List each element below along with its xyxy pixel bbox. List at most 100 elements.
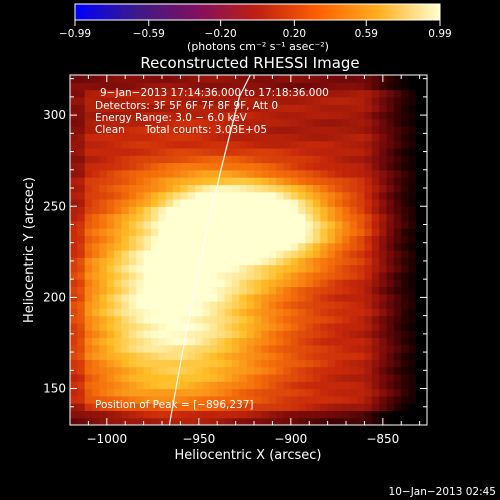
heatmap-cell bbox=[106, 96, 115, 105]
heatmap-cell bbox=[121, 250, 130, 258]
heatmap-cell bbox=[386, 184, 395, 193]
heatmap-cell bbox=[334, 257, 343, 266]
heatmap-cell bbox=[386, 359, 395, 368]
heatmap-cell bbox=[393, 337, 402, 346]
heatmap-cell bbox=[77, 228, 86, 237]
heatmap-cell bbox=[283, 235, 292, 244]
heatmap-cell bbox=[246, 417, 255, 425]
heatmap-cell bbox=[283, 359, 292, 368]
heatmap-cell bbox=[334, 228, 343, 237]
heatmap-cell bbox=[158, 250, 167, 258]
heatmap-cell bbox=[408, 337, 417, 346]
heatmap-cell bbox=[349, 271, 358, 280]
heatmap-cell bbox=[283, 388, 292, 397]
heatmap-cell bbox=[408, 118, 417, 127]
heatmap-cell bbox=[224, 206, 233, 215]
heatmap-cell bbox=[121, 206, 130, 215]
heatmap-cell bbox=[254, 89, 262, 98]
heatmap-cell bbox=[217, 126, 226, 134]
heatmap-cell bbox=[209, 89, 218, 98]
heatmap-cell bbox=[364, 366, 373, 375]
heatmap-cell bbox=[106, 126, 115, 134]
heatmap-cell bbox=[386, 271, 395, 280]
heatmap-cell bbox=[106, 118, 115, 127]
heatmap bbox=[70, 75, 427, 425]
heatmap-cell bbox=[84, 155, 93, 164]
heatmap-cell bbox=[173, 403, 182, 412]
heatmap-cell bbox=[202, 410, 211, 419]
heatmap-cell bbox=[246, 250, 255, 258]
heatmap-cell bbox=[268, 213, 277, 222]
heatmap-cell bbox=[342, 82, 351, 91]
heatmap-cell bbox=[217, 228, 226, 237]
heatmap-cell bbox=[217, 301, 226, 309]
heatmap-cell bbox=[298, 337, 307, 346]
heatmap-cell bbox=[401, 250, 410, 258]
heatmap-cell bbox=[342, 322, 351, 331]
heatmap-cell bbox=[371, 344, 380, 353]
heatmap-cell bbox=[261, 337, 270, 346]
heatmap-cell bbox=[334, 403, 343, 412]
heatmap-cell bbox=[283, 220, 292, 229]
heatmap-cell bbox=[246, 381, 255, 390]
heatmap-cell bbox=[121, 169, 130, 178]
heatmap-cell bbox=[371, 118, 380, 127]
heatmap-cell bbox=[106, 395, 115, 404]
heatmap-cell bbox=[180, 315, 189, 324]
heatmap-cell bbox=[342, 366, 351, 375]
heatmap-cell bbox=[239, 308, 248, 317]
heatmap-cell bbox=[327, 155, 336, 164]
heatmap-cell bbox=[327, 250, 336, 258]
heatmap-cell bbox=[312, 155, 321, 164]
heatmap-cell bbox=[202, 96, 211, 105]
heatmap-cell bbox=[99, 242, 108, 251]
heatmap-cell bbox=[180, 388, 189, 397]
heatmap-cell bbox=[224, 250, 233, 258]
heatmap-cell bbox=[121, 228, 130, 237]
heatmap-cell bbox=[239, 417, 248, 425]
heatmap-cell bbox=[371, 220, 380, 229]
heatmap-cell bbox=[99, 308, 108, 317]
heatmap-cell bbox=[342, 213, 351, 222]
heatmap-cell bbox=[121, 293, 130, 302]
heatmap-cell bbox=[128, 337, 137, 346]
heatmap-cell bbox=[283, 264, 292, 273]
heatmap-cell bbox=[305, 308, 314, 317]
heatmap-cell bbox=[187, 198, 196, 207]
heatmap-cell bbox=[379, 301, 388, 309]
heatmap-cell bbox=[187, 381, 196, 390]
heatmap-cell bbox=[393, 169, 402, 178]
heatmap-cell bbox=[121, 89, 130, 98]
heatmap-cell bbox=[92, 184, 101, 193]
heatmap-cell bbox=[114, 184, 123, 193]
heatmap-cell bbox=[298, 140, 307, 149]
heatmap-cell bbox=[150, 410, 159, 419]
heatmap-cell bbox=[261, 388, 270, 397]
heatmap-cell bbox=[202, 162, 211, 171]
heatmap-cell bbox=[254, 228, 262, 237]
heatmap-cell bbox=[106, 337, 115, 346]
heatmap-cell bbox=[224, 410, 233, 419]
heatmap-cell bbox=[379, 213, 388, 222]
heatmap-cell bbox=[84, 235, 93, 244]
heatmap-cell bbox=[364, 388, 373, 397]
heatmap-cell bbox=[77, 191, 86, 200]
heatmap-cell bbox=[92, 242, 101, 251]
heatmap-cell bbox=[202, 191, 211, 200]
heatmap-cell bbox=[371, 417, 380, 425]
heatmap-cell bbox=[254, 330, 262, 339]
heatmap-cell bbox=[231, 147, 240, 156]
heatmap-cell bbox=[423, 410, 427, 419]
heatmap-cell bbox=[401, 162, 410, 171]
heatmap-cell bbox=[106, 155, 115, 164]
heatmap-cell bbox=[77, 220, 86, 229]
heatmap-cell bbox=[217, 82, 226, 91]
heatmap-cell bbox=[231, 257, 240, 266]
heatmap-cell bbox=[364, 410, 373, 419]
heatmap-cell bbox=[379, 198, 388, 207]
heatmap-cell bbox=[165, 315, 174, 324]
heatmap-cell bbox=[158, 381, 167, 390]
heatmap-cell bbox=[70, 373, 78, 382]
heatmap-cell bbox=[423, 250, 427, 258]
heatmap-cell bbox=[70, 286, 78, 295]
